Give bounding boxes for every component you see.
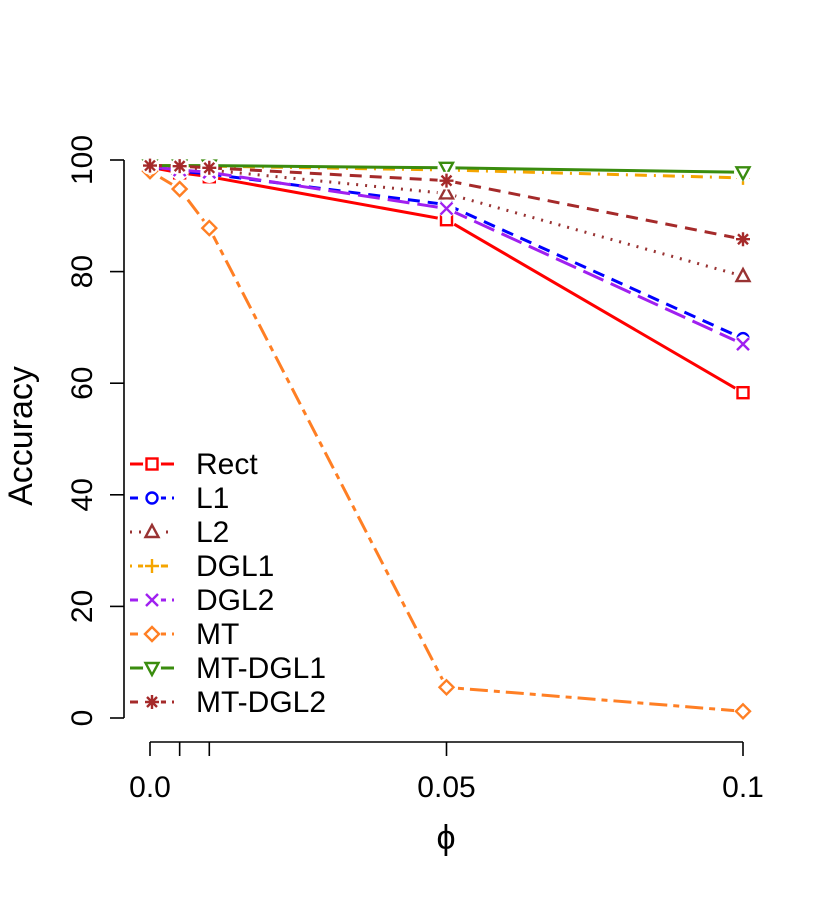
axes: 0 20 40 60 80 100 0.0 0.05 0.1 [66,135,764,804]
data-point-dgl2 [439,201,454,216]
marker-gap [734,702,752,721]
series-line-mt [149,169,744,713]
legend-item-mt-dgl2: MT-DGL2 [130,686,326,719]
y-tick-label: 80 [66,255,99,288]
data-point-mt-dgl2 [172,159,187,174]
legend-item-mt-dgl1: MT-DGL1 [130,652,326,685]
y-tick-label: 0 [66,710,99,727]
data-point-mt-dgl1 [437,161,456,178]
marker-gap [170,180,189,199]
data-point-l2 [437,183,456,200]
marker-gap [437,678,456,697]
legend-item-l2: L2 [130,516,229,549]
data-point-mt [734,702,752,721]
series-layer [141,156,752,721]
legend-label: L1 [196,482,229,515]
data-point-mt-dgl1 [734,166,752,182]
y-tick-label: 100 [66,135,99,185]
legend-marker-mt [143,625,161,643]
series-mt-dgl2 [141,156,752,249]
data-point-mt-dgl2 [736,232,750,247]
marker-gap [200,219,219,238]
data-point-rect [736,385,750,400]
legend-item-l1: L1 [130,482,229,515]
legend-marker-gap [143,625,161,643]
data-point-mt-dgl2 [439,173,454,188]
x-tick-label: 0.05 [417,771,475,804]
legend-label: MT-DGL2 [196,686,326,719]
legend-marker-mt-dgl1 [143,661,161,678]
x-tick-label: 0.1 [722,771,764,804]
data-point-mt [200,219,218,237]
legend-marker-rect [145,457,159,471]
x-axis-title: ϕ [436,819,455,857]
legend-marker-l1 [145,491,159,505]
legend-marker-l2 [143,522,161,539]
legend-label: DGL2 [196,584,274,617]
y-axis-title: Accuracy [2,366,40,506]
legend-label: Rect [196,448,258,481]
legend-item-dgl2: DGL2 [130,584,274,617]
legend-label: MT [196,618,239,651]
legend-marker-dgl2 [145,593,159,607]
legend-item-dgl1: DGL1 [130,550,274,583]
x-tick-label: 0.0 [129,771,171,804]
series-line-dgl2 [149,165,744,346]
legend-item-rect: Rect [130,448,258,481]
legend-label: MT-DGL1 [196,652,326,685]
legend-label: DGL1 [196,550,274,583]
legend-marker-mt-dgl2 [145,695,159,709]
data-point-mt [170,180,189,198]
data-point-mt [437,678,456,697]
legend-marker-dgl1 [145,559,159,573]
data-point-dgl2 [736,337,750,351]
legend-item-mt: MT [130,618,239,651]
data-point-mt-dgl2 [202,160,217,175]
data-point-l2 [734,266,752,283]
y-tick-label: 60 [66,367,99,400]
y-tick-label: 40 [66,478,99,511]
legend-label: L2 [196,516,229,549]
y-tick-label: 20 [66,590,99,623]
data-point-mt-dgl2 [143,158,157,173]
